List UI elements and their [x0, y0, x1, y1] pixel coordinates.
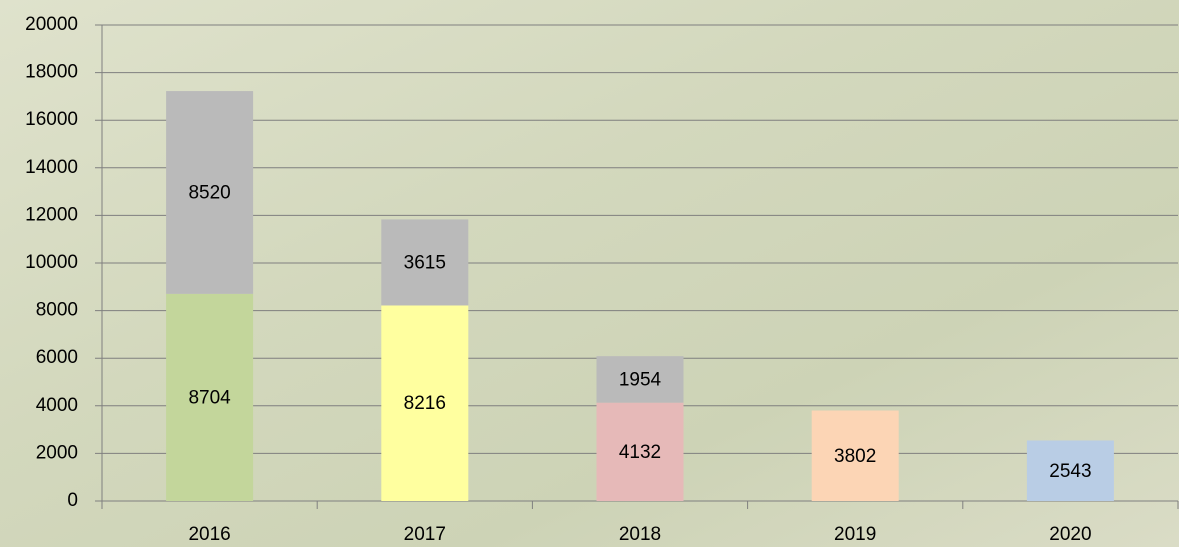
y-tick-label: 20000	[25, 14, 78, 35]
y-tick-label: 4000	[36, 395, 78, 416]
chart: 0 2000 4000 6000 8000 10000 12000 14000 16000 180…	[0, 0, 1179, 547]
data-label: 8216	[404, 393, 446, 414]
y-tick-label: 18000	[25, 62, 78, 83]
data-label: 2543	[1049, 461, 1091, 482]
y-tick-label: 8000	[36, 300, 78, 321]
y-tick-label: 2000	[36, 442, 78, 463]
data-label: 1954	[619, 369, 662, 390]
data-label: 3802	[834, 446, 876, 467]
y-tick-label: 16000	[25, 109, 78, 130]
data-label: 3615	[404, 252, 446, 273]
y-tick-label: 12000	[25, 204, 78, 225]
x-tick-label: 2016	[188, 524, 230, 545]
data-label: 8704	[188, 387, 231, 408]
data-label: 4132	[619, 442, 661, 463]
x-tick-label: 2017	[404, 524, 446, 545]
x-tick-label: 2020	[1049, 524, 1091, 545]
x-tick-label: 2019	[834, 524, 876, 545]
y-tick-label: 6000	[36, 347, 78, 368]
y-tick-label: 14000	[25, 157, 78, 178]
y-tick-label: 10000	[25, 252, 78, 273]
x-tick-label: 2018	[619, 524, 661, 545]
data-label: 8520	[188, 182, 230, 203]
y-tick-label: 0	[67, 490, 78, 511]
